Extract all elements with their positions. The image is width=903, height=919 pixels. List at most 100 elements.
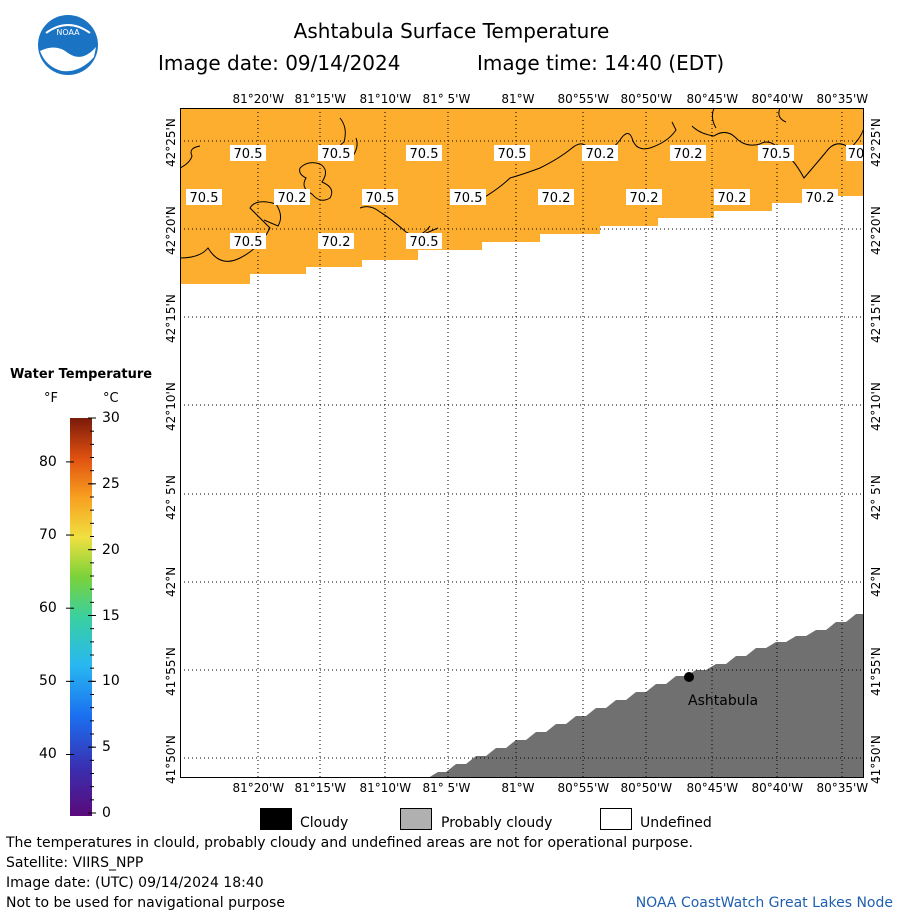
noaa-logo: NOAA — [38, 15, 98, 75]
undefined-swatch — [600, 808, 632, 830]
longitude-tick-label: 80°50'W — [620, 781, 673, 795]
temperature-label: 70.2 — [586, 147, 615, 162]
longitude-tick-label: 80°45'W — [686, 92, 739, 106]
longitude-tick-label: 80°45'W — [686, 781, 739, 795]
latitude-tick-label: 41°50'N — [164, 734, 178, 784]
latitude-tick-label: 42°25'N — [869, 117, 883, 167]
latitude-tick-label: 42°20'N — [164, 205, 178, 255]
longitude-tick-label: 81°15'W — [294, 92, 347, 106]
city-label: Ashtabula — [688, 693, 758, 709]
longitude-tick-label: 81°10'W — [359, 781, 412, 795]
legend-title: Water Temperature — [10, 367, 153, 382]
legend-celsius-tick: 20 — [102, 541, 120, 558]
legend-fahrenheit-tick: 40 — [39, 746, 57, 763]
legend-celsius-tick: 0 — [102, 805, 111, 821]
latitude-tick-label: 41°55'N — [164, 646, 178, 696]
temperature-label-bg — [846, 145, 864, 161]
undefined-label: Undefined — [640, 815, 712, 831]
temperature-label: 70.2 — [630, 191, 659, 206]
legend-celsius-tick: 15 — [102, 607, 120, 624]
cloudy-label: Cloudy — [300, 815, 349, 831]
longitude-tick-label: 80°35'W — [816, 92, 869, 106]
logo-text: NOAA — [56, 28, 80, 37]
longitude-tick-label: 81° 5'W — [422, 92, 471, 106]
latitude-tick-label: 42°10'N — [164, 381, 178, 431]
longitude-tick-label: 81°10'W — [359, 92, 412, 106]
temperature-label-bg — [318, 145, 354, 161]
temperature-label-bg — [450, 189, 486, 205]
longitude-tick-label: 80°55'W — [557, 781, 610, 795]
probably-cloudy-label: Probably cloudy — [441, 815, 553, 831]
temperature-label-bg — [802, 189, 838, 205]
temperature-label: 70 — [848, 147, 864, 162]
temperature-label-bg — [406, 233, 442, 249]
longitude-tick-label: 81°20'W — [232, 781, 285, 795]
color-scale-bar — [66, 417, 96, 816]
temperature-label-bg — [538, 189, 574, 205]
credit-link[interactable]: NOAA CoastWatch Great Lakes Node — [635, 895, 893, 911]
legend-unit-c: °C — [103, 391, 119, 406]
longitude-tick-label: 81° 5'W — [422, 781, 471, 795]
legend-fahrenheit-tick: 60 — [39, 600, 57, 617]
navigation-warning: Not to be used for navigational purpose — [6, 895, 285, 911]
latitude-tick-label: 42°N — [869, 566, 883, 597]
page-title: Ashtabula Surface Temperature — [293, 19, 610, 43]
longitude-tick-label: 80°50'W — [620, 92, 673, 106]
latitude-tick-label: 42°25'N — [164, 117, 178, 167]
temperature-label: 70.5 — [410, 147, 439, 162]
temperature-label-bg — [186, 189, 222, 205]
temperature-label-bg — [406, 145, 442, 161]
legend-fahrenheit-tick: 70 — [39, 527, 57, 544]
temperature-label: 70.2 — [806, 191, 835, 206]
temperature-label: 70.2 — [278, 191, 307, 206]
latitude-tick-label: 42°15'N — [164, 293, 178, 343]
image-date: Image date: 09/14/2024 — [158, 51, 401, 75]
longitude-tick-label: 80°35'W — [816, 781, 869, 795]
satellite-info: Satellite: VIIRS_NPP — [6, 855, 144, 871]
temperature-map: 70.5 70.5 70.5 70.5 70.2 70.2 70.5 70 70.5 70.2 70… — [180, 108, 864, 778]
temperature-label-bg — [362, 189, 398, 205]
temperature-label: 70.5 — [498, 147, 527, 162]
temperature-label-bg — [626, 189, 662, 205]
temperature-label-bg — [714, 189, 750, 205]
image-time: Image time: 14:40 (EDT) — [477, 51, 725, 75]
legend-fahrenheit-tick: 50 — [39, 673, 57, 690]
latitude-tick-label: 42°N — [164, 566, 178, 597]
temperature-label-bg — [494, 145, 530, 161]
temperature-label-bg — [670, 145, 706, 161]
city-marker — [684, 672, 694, 682]
latitude-tick-label: 42°15'N — [869, 293, 883, 343]
temperature-label-bg — [582, 145, 618, 161]
legend-celsius-tick: 30 — [102, 410, 120, 426]
cloudy-swatch — [260, 808, 292, 830]
latitude-tick-label: 42° 5'N — [164, 474, 178, 520]
longitude-tick-label: 80°55'W — [557, 92, 610, 106]
longitude-tick-label: 80°40'W — [751, 92, 804, 106]
legend-celsius-tick: 25 — [102, 475, 120, 492]
temperature-label: 70.5 — [410, 235, 439, 250]
longitude-tick-label: 80°40'W — [751, 781, 804, 795]
temperature-label: 70.2 — [674, 147, 703, 162]
temperature-label: 70.2 — [542, 191, 571, 206]
temperature-label: 70.5 — [234, 147, 263, 162]
temperature-label-bg — [758, 145, 794, 161]
temperature-label: 70.5 — [190, 191, 219, 206]
operational-note: The temperatures in clould, probably clo… — [6, 835, 693, 851]
latitude-tick-label: 42°20'N — [869, 205, 883, 255]
legend-celsius-tick: 5 — [102, 739, 111, 756]
latitude-tick-label: 41°55'N — [869, 646, 883, 696]
utc-date: Image date: (UTC) 09/14/2024 18:40 — [6, 875, 264, 891]
temperature-label: 70.5 — [454, 191, 483, 206]
temperature-label: 70.5 — [762, 147, 791, 162]
legend-fahrenheit-tick: 80 — [39, 453, 57, 470]
legend-unit-f: °F — [44, 391, 58, 406]
latitude-tick-label: 41°50'N — [869, 734, 883, 784]
temperature-label-bg — [230, 233, 266, 249]
temperature-label: 70.5 — [322, 147, 351, 162]
map-frame — [180, 108, 864, 778]
probably-cloudy-swatch — [400, 808, 432, 830]
temperature-label-bg — [274, 189, 310, 205]
temperature-label: 70.2 — [718, 191, 747, 206]
longitude-tick-label: 81°W — [501, 92, 535, 106]
temperature-label-bg — [318, 233, 354, 249]
